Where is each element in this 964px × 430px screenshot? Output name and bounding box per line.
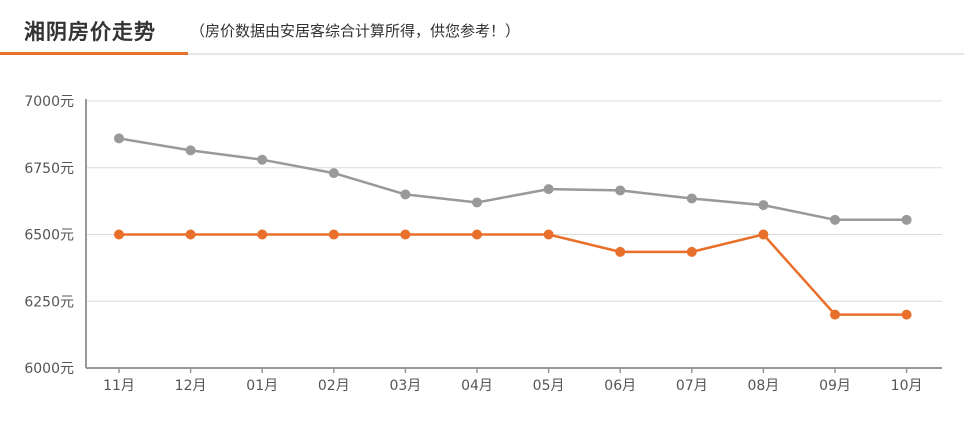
data-point <box>901 214 912 225</box>
data-point <box>400 189 411 200</box>
y-tick-labels: 6000元 6250元 6500元 6750元 7000元 <box>24 94 74 377</box>
x-tick-label: 11月 <box>103 378 135 394</box>
y-tick-label: 6000元 <box>24 361 74 377</box>
x-tick-label: 07月 <box>676 378 708 394</box>
series-line-1 <box>118 137 907 222</box>
data-point <box>758 200 769 211</box>
chart-header: 湘阴房价走势 （房价数据由安居客综合计算所得，供您参考！） <box>0 0 964 56</box>
data-point <box>543 184 554 195</box>
x-tick-label: 06月 <box>604 378 636 394</box>
data-point <box>615 246 626 257</box>
data-point <box>830 309 840 320</box>
data-point <box>114 229 124 240</box>
header-accent-bar <box>0 52 188 55</box>
y-tick-label: 6500元 <box>24 228 74 244</box>
data-point <box>400 229 411 240</box>
x-tick-label: 05月 <box>533 378 565 394</box>
series-group <box>114 133 912 320</box>
data-point <box>472 229 482 240</box>
data-point <box>328 229 339 240</box>
data-point <box>543 229 554 240</box>
data-point <box>185 229 196 240</box>
x-tick-label: 10月 <box>891 378 923 394</box>
data-point <box>686 246 697 257</box>
y-tick-label: 7000元 <box>24 94 74 110</box>
x-tick-label: 08月 <box>747 378 779 394</box>
x-tick-labels: 11月 12月 01月 02月 03月 04月 05月 06月 07月 08月 09月 10月 <box>103 378 922 394</box>
header-divider <box>0 53 964 55</box>
data-point <box>615 185 626 196</box>
x-tick-label: 03月 <box>389 378 421 394</box>
data-point <box>758 229 769 240</box>
data-point <box>686 193 697 204</box>
x-tick-label: 01月 <box>246 378 278 394</box>
x-tick-label: 12月 <box>175 378 207 394</box>
axes <box>85 99 942 373</box>
data-point <box>472 197 482 208</box>
chart-subtitle: （房价数据由安居客综合计算所得，供您参考！） <box>190 22 521 40</box>
data-point <box>114 133 124 144</box>
data-point <box>257 229 268 240</box>
x-tick-label: 09月 <box>819 378 851 394</box>
x-tick-label: 02月 <box>318 378 350 394</box>
y-tick-label: 6250元 <box>24 294 74 310</box>
x-tick-label: 04月 <box>461 378 493 394</box>
y-tick-label: 6750元 <box>24 161 74 177</box>
grid-lines <box>86 100 942 302</box>
data-point <box>257 154 268 165</box>
data-point <box>185 145 196 156</box>
chart-title: 湘阴房价走势 <box>24 20 156 44</box>
series-line-2 <box>119 233 907 316</box>
data-point <box>901 309 912 320</box>
data-point <box>328 168 339 179</box>
data-point <box>830 214 840 225</box>
